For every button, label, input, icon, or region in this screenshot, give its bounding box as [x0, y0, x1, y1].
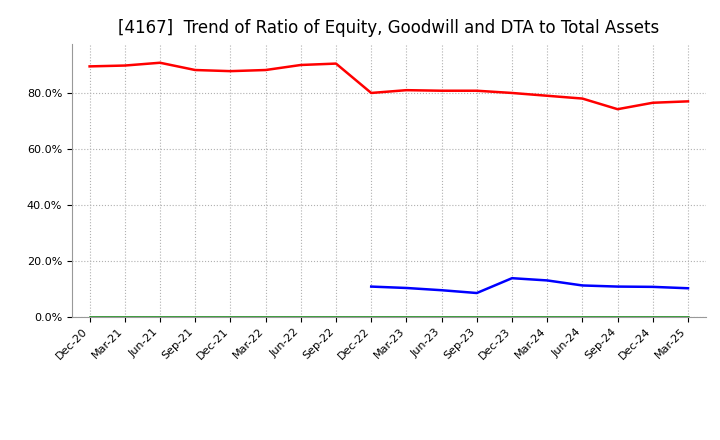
- Deferred Tax Assets: [226, 314, 235, 319]
- Deferred Tax Assets: [649, 314, 657, 319]
- Goodwill: [437, 288, 446, 293]
- Equity: [332, 61, 341, 66]
- Deferred Tax Assets: [191, 314, 199, 319]
- Goodwill: [684, 286, 693, 291]
- Goodwill: [402, 286, 410, 291]
- Equity: [226, 69, 235, 74]
- Goodwill: [472, 290, 481, 296]
- Equity: [684, 99, 693, 104]
- Deferred Tax Assets: [508, 314, 516, 319]
- Equity: [156, 60, 164, 66]
- Deferred Tax Assets: [543, 314, 552, 319]
- Deferred Tax Assets: [613, 314, 622, 319]
- Equity: [261, 67, 270, 73]
- Line: Equity: Equity: [89, 63, 688, 109]
- Equity: [120, 63, 129, 68]
- Equity: [402, 88, 410, 93]
- Deferred Tax Assets: [402, 314, 410, 319]
- Equity: [191, 67, 199, 73]
- Deferred Tax Assets: [472, 314, 481, 319]
- Goodwill: [543, 278, 552, 283]
- Title: [4167]  Trend of Ratio of Equity, Goodwill and DTA to Total Assets: [4167] Trend of Ratio of Equity, Goodwil…: [118, 19, 660, 37]
- Deferred Tax Assets: [332, 314, 341, 319]
- Equity: [472, 88, 481, 93]
- Deferred Tax Assets: [120, 314, 129, 319]
- Deferred Tax Assets: [578, 314, 587, 319]
- Goodwill: [578, 283, 587, 288]
- Deferred Tax Assets: [261, 314, 270, 319]
- Deferred Tax Assets: [85, 314, 94, 319]
- Equity: [543, 93, 552, 99]
- Equity: [508, 90, 516, 95]
- Goodwill: [367, 284, 376, 289]
- Deferred Tax Assets: [367, 314, 376, 319]
- Equity: [367, 90, 376, 95]
- Equity: [613, 106, 622, 112]
- Equity: [437, 88, 446, 93]
- Goodwill: [613, 284, 622, 289]
- Deferred Tax Assets: [297, 314, 305, 319]
- Goodwill: [508, 275, 516, 281]
- Equity: [85, 64, 94, 69]
- Deferred Tax Assets: [437, 314, 446, 319]
- Equity: [297, 62, 305, 68]
- Deferred Tax Assets: [684, 314, 693, 319]
- Equity: [578, 96, 587, 101]
- Line: Goodwill: Goodwill: [372, 278, 688, 293]
- Deferred Tax Assets: [156, 314, 164, 319]
- Goodwill: [649, 284, 657, 290]
- Equity: [649, 100, 657, 106]
